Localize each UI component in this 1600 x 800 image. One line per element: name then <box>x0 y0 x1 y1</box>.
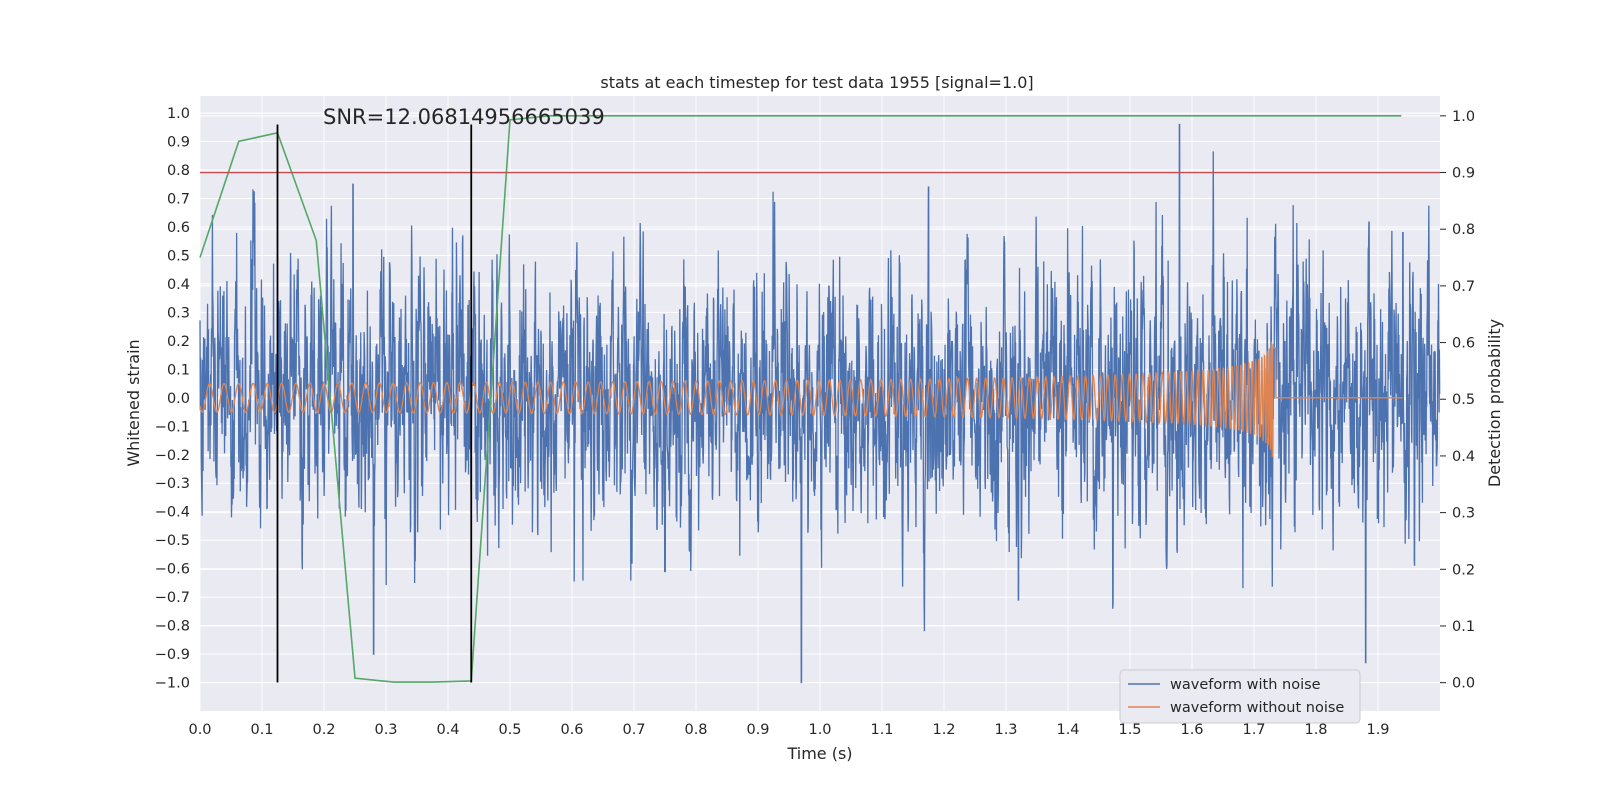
y-left-tick-label: −0.2 <box>155 448 190 464</box>
x-tick-label: 0.9 <box>746 722 769 738</box>
y-left-tick-label: 0.1 <box>167 362 190 378</box>
y-right-tick-label: 0.3 <box>1452 506 1475 522</box>
y-left-tick-label: 0.0 <box>167 391 190 407</box>
x-tick-label: 0.2 <box>312 722 335 738</box>
y-left-tick-label: 0.6 <box>167 220 190 236</box>
y-left-tick-label: −0.5 <box>155 533 190 549</box>
y-right-tick-label: 0.7 <box>1452 279 1475 295</box>
legend-label-noisy: waveform with noise <box>1170 677 1321 693</box>
y-right-tick-label: 0.4 <box>1452 449 1475 465</box>
x-tick-label: 0.6 <box>560 722 583 738</box>
x-tick-label: 0.8 <box>684 722 707 738</box>
legend-label-clean: waveform without noise <box>1170 700 1344 716</box>
y-right-tick-labels: 0.0 0.1 0.2 0.3 0.4 0.5 0.6 0.7 0.8 0.9 1.0 <box>1440 109 1475 692</box>
x-tick-label: 1.3 <box>994 722 1017 738</box>
series-detection-probability <box>199 115 1402 683</box>
x-tick-label: 0.7 <box>622 722 645 738</box>
legend-box <box>1119 669 1361 724</box>
x-tick-label: 0.4 <box>436 722 459 738</box>
y-right-tick-label: 0.5 <box>1452 392 1475 408</box>
x-tick-label: 1.7 <box>1242 722 1265 738</box>
x-axis-label: Time (s) <box>786 744 852 763</box>
y-left-tick-label: −0.6 <box>155 562 190 578</box>
x-tick-label: 1.5 <box>1118 722 1141 738</box>
y-left-tick-label: −0.9 <box>155 647 190 663</box>
y-left-tick-label: 0.5 <box>167 248 190 264</box>
x-tick-labels: 0.0 0.1 0.2 0.3 0.4 0.5 0.6 0.7 0.8 0.9 1.0 1.1 1.2 1… <box>188 722 1389 738</box>
y-left-tick-label: 0.9 <box>167 135 190 151</box>
line-detection-probability <box>199 115 1402 683</box>
y-right-tick-label: 1.0 <box>1452 109 1475 125</box>
y-right-tick-label: 0.6 <box>1452 336 1475 352</box>
y-left-tick-label: −0.1 <box>155 419 190 435</box>
y-left-tick-labels: 1.0 0.9 0.8 0.7 0.6 0.5 0.4 0.3 0.2 0.1 0.0 −0.1 −0.… <box>155 106 190 691</box>
x-tick-label: 1.6 <box>1180 722 1203 738</box>
y-right-tick-label: 0.8 <box>1452 222 1475 238</box>
x-tick-label: 1.2 <box>932 722 955 738</box>
y-left-tick-label: 0.3 <box>167 305 190 321</box>
x-tick-label: 0.5 <box>498 722 521 738</box>
x-tick-label: 1.9 <box>1366 722 1389 738</box>
y-left-tick-label: 1.0 <box>167 106 190 122</box>
chart-title: stats at each timestep for test data 195… <box>600 73 1033 92</box>
x-tick-label: 1.1 <box>870 722 893 738</box>
y-left-tick-label: −0.4 <box>155 505 190 521</box>
marker-lines <box>276 124 473 683</box>
y-left-tick-label: 0.7 <box>167 192 190 208</box>
y-left-tick-label: 0.4 <box>167 277 190 293</box>
y-axis-label-right: Detection probability <box>1485 319 1504 487</box>
y-axis-label-left: Whitened strain <box>124 339 143 466</box>
y-right-tick-label: 0.0 <box>1452 676 1475 692</box>
snr-annotation: SNR=12.06814956665039 <box>323 105 605 129</box>
y-left-tick-label: −0.8 <box>155 619 190 635</box>
y-right-tick-label: 0.2 <box>1452 562 1475 578</box>
y-right-tick-label: 0.1 <box>1452 619 1475 635</box>
x-tick-label: 1.0 <box>808 722 831 738</box>
y-left-tick-label: −0.7 <box>155 590 190 606</box>
x-tick-label: 1.4 <box>1056 722 1079 738</box>
y-left-tick-label: −1.0 <box>155 676 190 692</box>
x-tick-label: 1.8 <box>1304 722 1327 738</box>
x-tick-label: 0.1 <box>250 722 273 738</box>
x-tick-label: 0.0 <box>188 722 211 738</box>
line-waveform-without-noise <box>199 341 1403 457</box>
y-left-tick-label: −0.3 <box>155 476 190 492</box>
y-left-tick-label: 0.8 <box>167 163 190 179</box>
series-waveform-without-noise <box>199 341 1403 457</box>
legend: waveform with noise waveform without noi… <box>1119 669 1361 724</box>
y-left-tick-label: 0.2 <box>167 334 190 350</box>
y-right-tick-label: 0.9 <box>1452 166 1475 182</box>
x-tick-label: 0.3 <box>374 722 397 738</box>
